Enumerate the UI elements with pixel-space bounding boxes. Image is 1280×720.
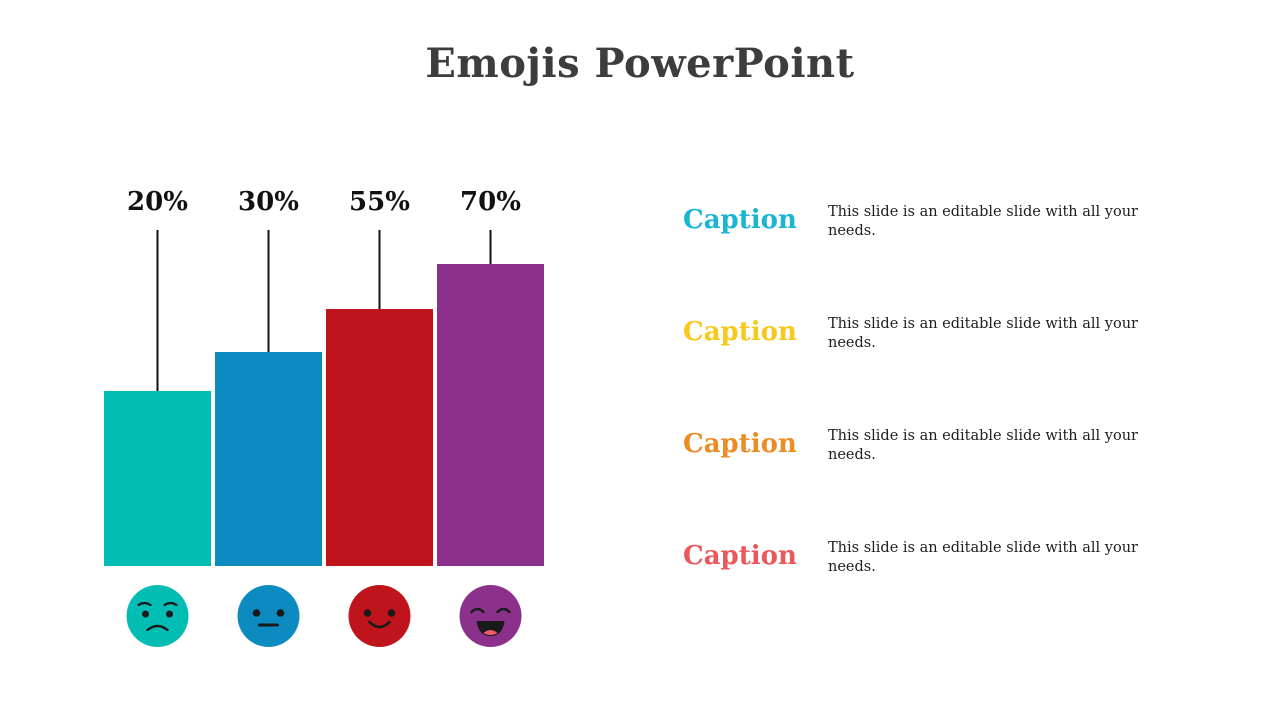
caption-item-2: Caption This slide is an editable slide … xyxy=(683,316,1153,377)
caption-item-1: Caption This slide is an editable slide … xyxy=(683,204,1153,265)
bar xyxy=(104,391,211,566)
bar xyxy=(326,309,433,566)
neutral-face-icon xyxy=(237,585,300,647)
slide-title: Emojis PowerPoint xyxy=(425,40,855,87)
laughing-face-icon xyxy=(459,585,522,647)
bar-value-label: 30% xyxy=(238,187,299,217)
bar-value-label: 70% xyxy=(460,187,521,217)
worried-face-icon xyxy=(126,585,189,647)
caption-text-1: This slide is an editable slide with all… xyxy=(828,204,1138,239)
bar-group-3: 55% xyxy=(326,187,433,647)
caption-text-3: This slide is an editable slide with all… xyxy=(828,428,1138,463)
bar-value-label: 55% xyxy=(349,187,410,217)
caption-text-2: This slide is an editable slide with all… xyxy=(828,316,1138,351)
caption-title-4: Caption xyxy=(683,541,797,571)
bar-group-4: 70% xyxy=(437,187,544,647)
bar xyxy=(215,352,322,566)
smiling-face-icon xyxy=(348,585,411,647)
caption-title-1: Caption xyxy=(683,205,797,235)
caption-title-2: Caption xyxy=(683,317,797,347)
emoji-bar-chart: 20% 30% 55% 70% xyxy=(104,187,544,647)
caption-item-4: Caption This slide is an editable slide … xyxy=(683,540,1153,601)
caption-text-4: This slide is an editable slide with all… xyxy=(828,540,1138,575)
bar-group-2: 30% xyxy=(215,187,322,647)
bar-value-label: 20% xyxy=(127,187,188,217)
caption-item-3: Caption This slide is an editable slide … xyxy=(683,428,1153,489)
bar xyxy=(437,264,544,566)
bar-group-1: 20% xyxy=(104,187,211,647)
caption-title-3: Caption xyxy=(683,429,797,459)
